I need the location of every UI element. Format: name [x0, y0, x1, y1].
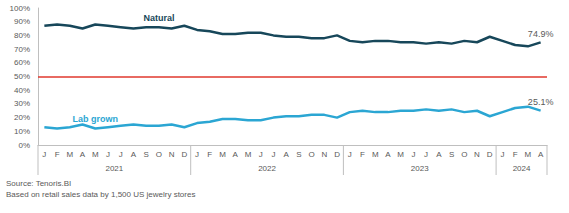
svg-text:74.9%: 74.9% [528, 29, 554, 39]
svg-text:Source: Tenoris.BI: Source: Tenoris.BI [6, 179, 71, 188]
svg-text:Natural: Natural [143, 13, 174, 23]
svg-text:M: M [66, 150, 73, 159]
svg-text:20%: 20% [14, 113, 30, 122]
svg-text:M: M [397, 150, 404, 159]
svg-text:A: A [385, 150, 391, 159]
svg-text:60%: 60% [14, 58, 30, 67]
svg-text:F: F [360, 150, 365, 159]
svg-text:F: F [513, 150, 518, 159]
svg-text:2021: 2021 [105, 164, 123, 173]
svg-text:J: J [42, 150, 46, 159]
svg-text:Based on retail sales data by: Based on retail sales data by 1,500 US j… [6, 190, 195, 199]
svg-text:A: A [233, 150, 239, 159]
svg-text:10%: 10% [14, 127, 30, 136]
svg-text:M: M [525, 150, 532, 159]
svg-text:90%: 90% [14, 17, 30, 26]
svg-text:O: O [461, 150, 467, 159]
svg-text:M: M [245, 150, 252, 159]
svg-text:2022: 2022 [258, 164, 276, 173]
svg-text:M: M [92, 150, 99, 159]
svg-text:S: S [296, 150, 301, 159]
svg-text:N: N [474, 150, 480, 159]
svg-text:S: S [449, 150, 454, 159]
svg-text:N: N [321, 150, 327, 159]
svg-text:M: M [372, 150, 379, 159]
svg-text:O: O [308, 150, 314, 159]
svg-text:J: J [348, 150, 352, 159]
svg-text:O: O [156, 150, 162, 159]
svg-text:J: J [411, 150, 415, 159]
svg-text:30%: 30% [14, 99, 30, 108]
svg-text:70%: 70% [14, 45, 30, 54]
svg-text:0%: 0% [18, 141, 30, 150]
svg-text:25.1%: 25.1% [528, 97, 554, 107]
svg-text:A: A [538, 150, 544, 159]
svg-text:J: J [119, 150, 123, 159]
svg-text:J: J [424, 150, 428, 159]
svg-text:J: J [271, 150, 275, 159]
svg-text:2024: 2024 [513, 164, 531, 173]
svg-text:J: J [195, 150, 199, 159]
svg-text:A: A [131, 150, 137, 159]
svg-text:N: N [169, 150, 175, 159]
svg-text:A: A [80, 150, 86, 159]
svg-text:J: J [500, 150, 504, 159]
svg-text:A: A [283, 150, 289, 159]
svg-text:2023: 2023 [411, 164, 429, 173]
svg-text:40%: 40% [14, 86, 30, 95]
svg-text:M: M [219, 150, 226, 159]
svg-text:J: J [259, 150, 263, 159]
svg-text:S: S [143, 150, 148, 159]
svg-text:F: F [207, 150, 212, 159]
svg-text:A: A [436, 150, 442, 159]
svg-text:100%: 100% [10, 4, 30, 13]
svg-text:J: J [106, 150, 110, 159]
svg-text:Lab grown: Lab grown [73, 114, 119, 124]
svg-text:50%: 50% [14, 72, 30, 81]
svg-text:D: D [487, 150, 493, 159]
svg-text:D: D [334, 150, 340, 159]
svg-text:80%: 80% [14, 31, 30, 40]
svg-text:F: F [55, 150, 60, 159]
svg-text:D: D [181, 150, 187, 159]
